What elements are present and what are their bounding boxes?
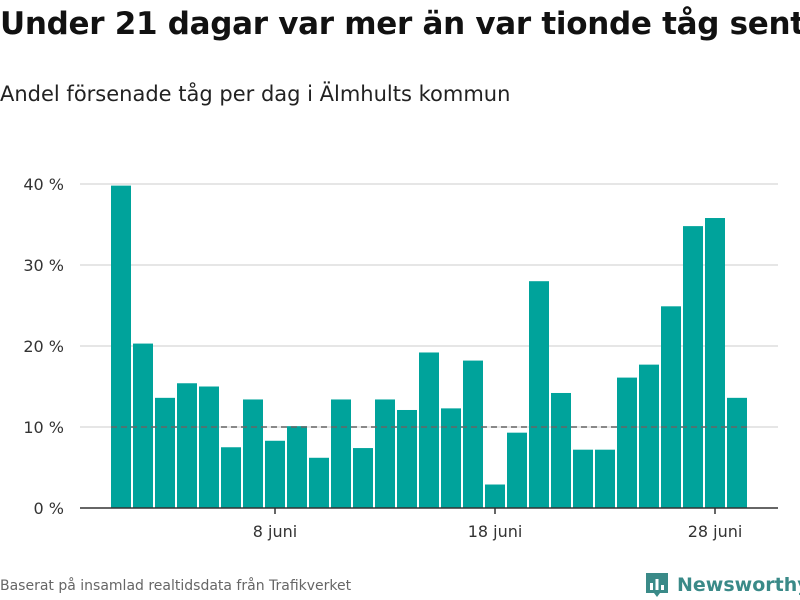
x-tick-label: 8 juni bbox=[253, 522, 297, 541]
bar-18[interactable] bbox=[485, 484, 505, 508]
brand-name: Newsworthy bbox=[677, 574, 800, 596]
bar-28[interactable] bbox=[705, 218, 725, 508]
x-axis-ticks: 8 juni 18 juni 28 juni bbox=[253, 508, 743, 541]
source-note: Baserat på insamlad realtidsdata från Tr… bbox=[0, 578, 352, 594]
bar-29[interactable] bbox=[727, 397, 747, 508]
bar-16[interactable] bbox=[441, 408, 461, 508]
newsworthy-logo-icon bbox=[646, 573, 668, 597]
bar-8[interactable] bbox=[265, 440, 285, 508]
bar-3[interactable] bbox=[155, 397, 175, 508]
bar-17[interactable] bbox=[463, 360, 483, 508]
brand-logo[interactable]: Newsworthy bbox=[644, 570, 800, 600]
chart-title: Under 21 dagar var mer än var tionde tåg… bbox=[0, 6, 800, 42]
y-tick-label: 40 % bbox=[23, 175, 64, 194]
bars bbox=[111, 185, 747, 509]
bar-15[interactable] bbox=[419, 352, 439, 508]
bar-chart: 0 % 10 % 20 % 30 % 40 % 8 juni 18 juni 28 juni bbox=[23, 175, 778, 541]
bar-21[interactable] bbox=[551, 392, 571, 508]
bar-24[interactable] bbox=[617, 377, 637, 508]
bar-14[interactable] bbox=[397, 409, 417, 508]
bar-25[interactable] bbox=[639, 364, 659, 508]
bar-12[interactable] bbox=[353, 448, 373, 508]
bar-22[interactable] bbox=[573, 449, 593, 508]
bar-7[interactable] bbox=[243, 399, 263, 508]
bar-13[interactable] bbox=[375, 399, 395, 508]
bar-2[interactable] bbox=[133, 343, 153, 508]
bar-19[interactable] bbox=[507, 432, 527, 508]
bar-9[interactable] bbox=[287, 426, 307, 508]
bar-27[interactable] bbox=[683, 226, 703, 508]
y-tick-label: 0 % bbox=[34, 499, 64, 518]
bar-6[interactable] bbox=[221, 447, 241, 508]
y-tick-label: 20 % bbox=[23, 337, 64, 356]
bar-10[interactable] bbox=[309, 457, 329, 508]
y-tick-label: 30 % bbox=[23, 256, 64, 275]
bar-20[interactable] bbox=[529, 281, 549, 508]
bar-11[interactable] bbox=[331, 399, 351, 508]
bar-26[interactable] bbox=[661, 306, 681, 508]
bar-1[interactable] bbox=[111, 185, 131, 508]
x-tick-label: 18 juni bbox=[468, 522, 523, 541]
y-axis-tick-labels: 0 % 10 % 20 % 30 % 40 % bbox=[23, 175, 64, 518]
y-tick-label: 10 % bbox=[23, 418, 64, 437]
bar-4[interactable] bbox=[177, 383, 197, 508]
bar-5[interactable] bbox=[199, 386, 219, 509]
x-tick-label: 28 juni bbox=[688, 522, 743, 541]
chart-subtitle: Andel försenade tåg per dag i Älmhults k… bbox=[0, 82, 511, 106]
bar-23[interactable] bbox=[595, 449, 615, 508]
